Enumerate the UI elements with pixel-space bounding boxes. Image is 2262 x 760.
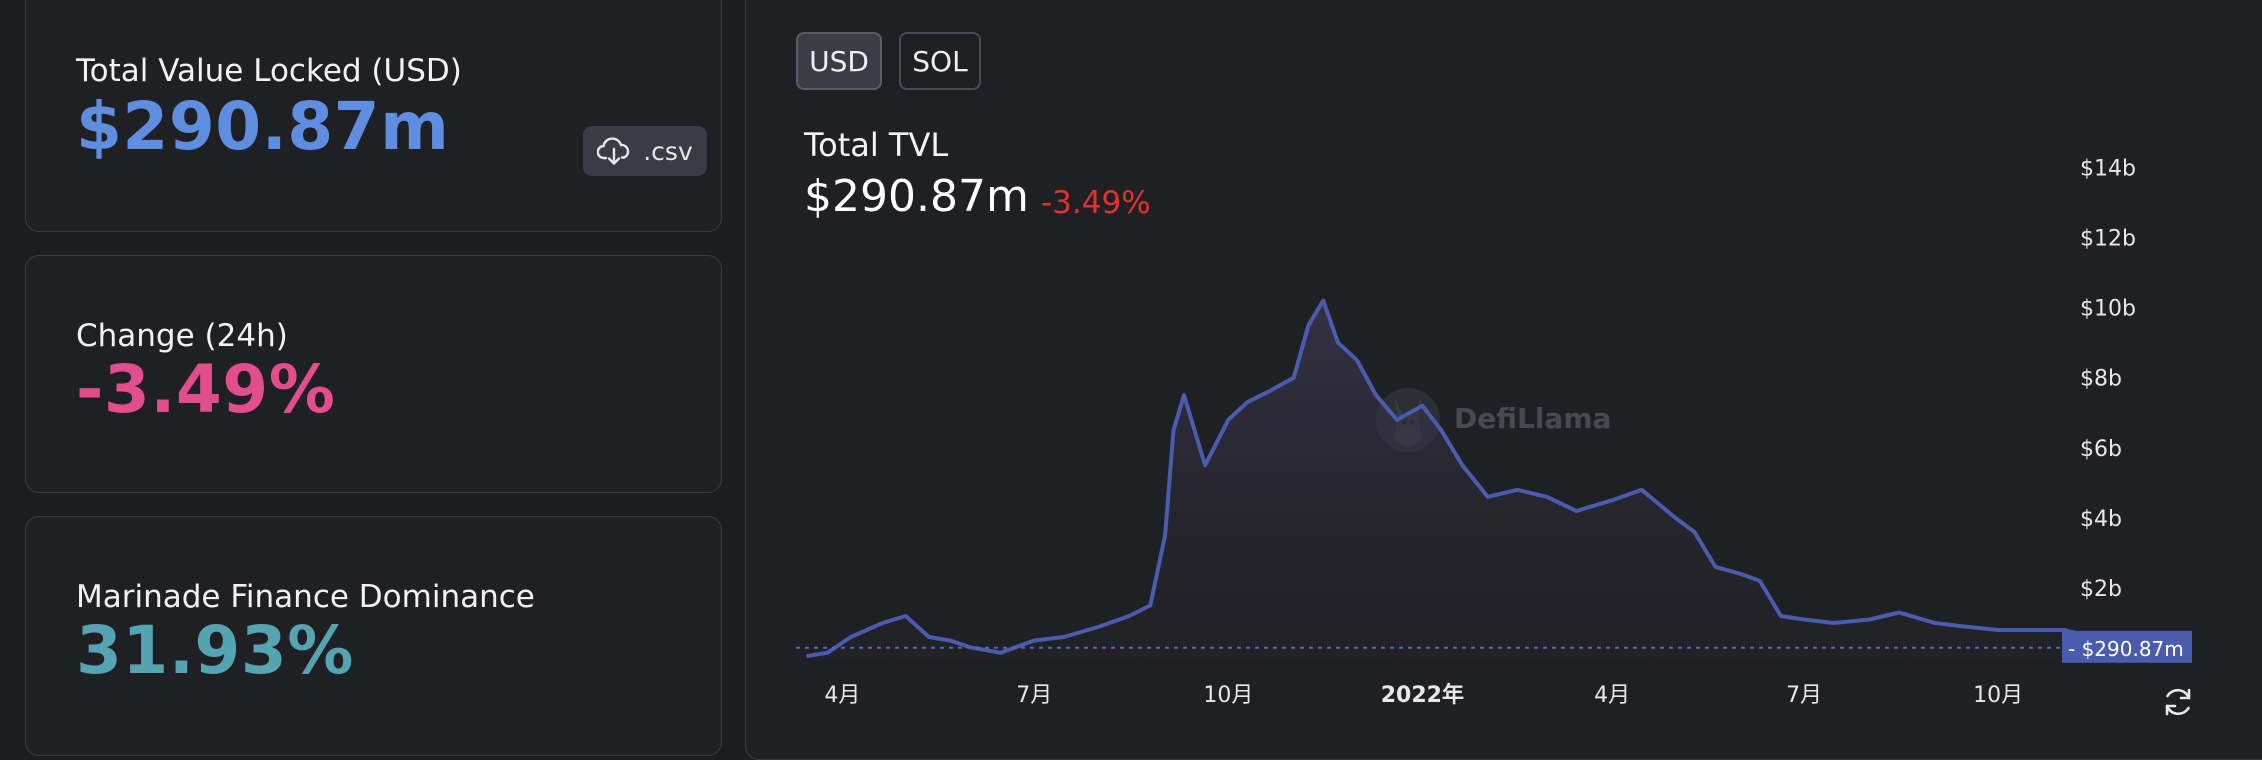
y-tick-label: $8b bbox=[2080, 367, 2122, 392]
watermark-text: DefiLlama bbox=[1454, 401, 1612, 435]
x-tick-label: 7月 bbox=[1016, 683, 1052, 708]
toggle-usd[interactable]: USD bbox=[796, 32, 882, 90]
x-tick-label: 10月 bbox=[1203, 683, 1253, 708]
current-value-marker: - $290.87m bbox=[796, 630, 2192, 663]
y-tick-label: $12b bbox=[2080, 227, 2136, 252]
y-tick-label: $10b bbox=[2080, 297, 2136, 322]
change-value: -3.49% bbox=[76, 351, 336, 428]
tvl-chart: $2b $4b $6b $8b $10b $12b $14b 4月 7月 10月 2022年 4月 7… bbox=[796, 157, 2192, 708]
tvl-line-group bbox=[806, 298, 2136, 659]
chart-value: $290.87m bbox=[804, 171, 1029, 222]
y-tick-label: $4b bbox=[2080, 507, 2122, 532]
change-card: Change (24h) -3.49% bbox=[25, 255, 722, 493]
chart-title: Total TVL bbox=[804, 126, 949, 164]
chart-change: -3.49% bbox=[1041, 185, 1151, 221]
y-tick-label: $6b bbox=[2080, 437, 2122, 462]
x-tick-label: 10月 bbox=[1973, 683, 2023, 708]
x-tick-label: 4月 bbox=[1594, 683, 1630, 708]
y-tick-label: $14b bbox=[2080, 157, 2136, 182]
y-tick-label: $2b bbox=[2080, 577, 2122, 602]
tvl-area-fill bbox=[806, 300, 2136, 658]
dominance-card: Marinade Finance Dominance 31.93% bbox=[25, 516, 722, 756]
tvl-label: Total Value Locked (USD) bbox=[76, 53, 462, 89]
csv-download-button[interactable]: .csv bbox=[583, 126, 707, 176]
toggle-sol[interactable]: SOL bbox=[899, 32, 981, 90]
x-tick-label: 2022年 bbox=[1381, 682, 1464, 708]
tvl-area bbox=[806, 300, 2136, 658]
tvl-line bbox=[806, 298, 2136, 659]
tvl-card: Total Value Locked (USD) $290.87m .csv bbox=[25, 0, 722, 232]
x-tick-label: 4月 bbox=[824, 683, 860, 708]
tvl-value: $290.87m bbox=[76, 88, 450, 165]
refresh-icon[interactable] bbox=[2160, 684, 2196, 720]
change-label: Change (24h) bbox=[76, 318, 288, 354]
csv-label: .csv bbox=[643, 136, 693, 166]
current-value-label: - $290.87m bbox=[2068, 637, 2184, 661]
current-value-badge bbox=[2062, 630, 2192, 663]
x-axis: 4月 7月 10月 2022年 4月 7月 10月 bbox=[824, 682, 2023, 708]
x-tick-label: 7月 bbox=[1786, 683, 1822, 708]
y-axis: $2b $4b $6b $8b $10b $12b $14b bbox=[2080, 157, 2136, 602]
cloud-download-icon bbox=[597, 137, 630, 165]
dominance-value: 31.93% bbox=[76, 612, 354, 689]
dominance-label: Marinade Finance Dominance bbox=[76, 579, 535, 615]
